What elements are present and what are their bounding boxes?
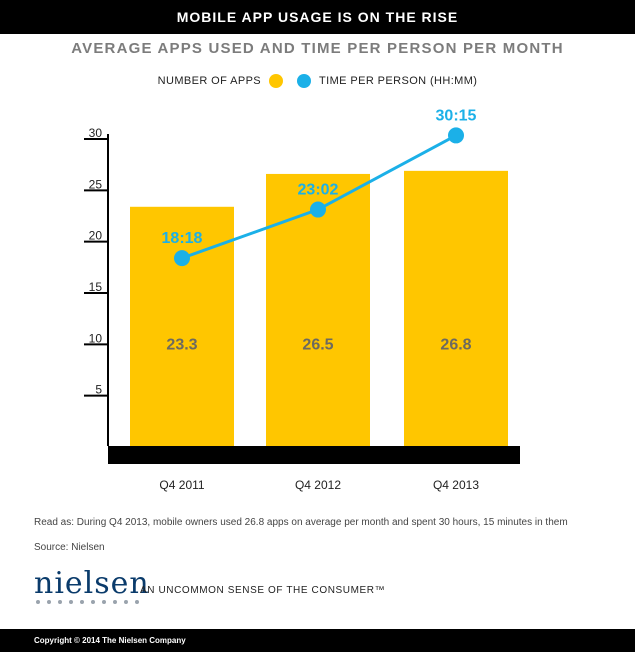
legend-swatch-apps — [269, 74, 284, 88]
source-note: Source: Nielsen — [34, 542, 105, 553]
x-axis-baseline — [108, 446, 520, 464]
x-tick-label-2: Q4 2013 — [433, 478, 479, 492]
read-as-note: Read as: During Q4 2013, mobile owners u… — [34, 517, 568, 528]
legend-item-apps: NUMBER OF APPS — [158, 74, 297, 88]
line-point-1 — [310, 201, 326, 218]
line-point-0 — [174, 250, 190, 267]
x-tick-label-1: Q4 2012 — [295, 478, 341, 492]
footer-bar: Copyright © 2014 The Nielsen Company — [0, 629, 635, 652]
line-value-label-2: 30:15 — [436, 107, 477, 124]
copyright-text: Copyright © 2014 The Nielsen Company — [34, 636, 186, 645]
line-value-label-0: 18:18 — [162, 230, 203, 247]
line-value-label-1: 23:02 — [298, 182, 339, 199]
chart-legend: NUMBER OF APPS TIME PER PERSON (HH:MM) — [0, 70, 635, 92]
brand-tagline: AN UNCOMMON SENSE OF THE CONSUMER™ — [140, 585, 386, 596]
bar-value-label-0: 23.3 — [166, 336, 197, 353]
legend-label-apps: NUMBER OF APPS — [157, 75, 262, 87]
y-tick-label-2: 15 — [89, 280, 103, 294]
y-tick-label-4: 25 — [89, 177, 103, 191]
y-tick-label-0: 5 — [95, 383, 102, 397]
legend-label-time: TIME PER PERSON (HH:MM) — [319, 75, 478, 87]
x-tick-label-0: Q4 2011 — [159, 478, 204, 492]
chart-title: AVERAGE APPS USED AND TIME PER PERSON PE… — [71, 40, 564, 57]
logo-dots — [36, 600, 139, 604]
bar-value-label-1: 26.5 — [302, 336, 333, 353]
y-tick-label-1: 10 — [89, 331, 103, 345]
bar-value-label-2: 26.8 — [440, 336, 471, 353]
chart: 5 10 15 20 25 30 Q4 2011 Q4 2012 Q4 2013 23.3 26.5… — [84, 107, 520, 492]
legend-item-time: TIME PER PERSON (HH:MM) — [297, 74, 477, 88]
y-tick-label-3: 20 — [89, 229, 103, 243]
legend-swatch-time — [297, 74, 312, 88]
banner-title: MOBILE APP USAGE IS ON THE RISE — [0, 0, 635, 34]
nielsen-logo: nielsen — [34, 566, 150, 601]
bar-apps-1 — [266, 173, 370, 446]
y-tick-label-5: 30 — [89, 126, 103, 140]
bar-apps-2 — [404, 170, 508, 446]
line-point-2 — [448, 127, 464, 144]
